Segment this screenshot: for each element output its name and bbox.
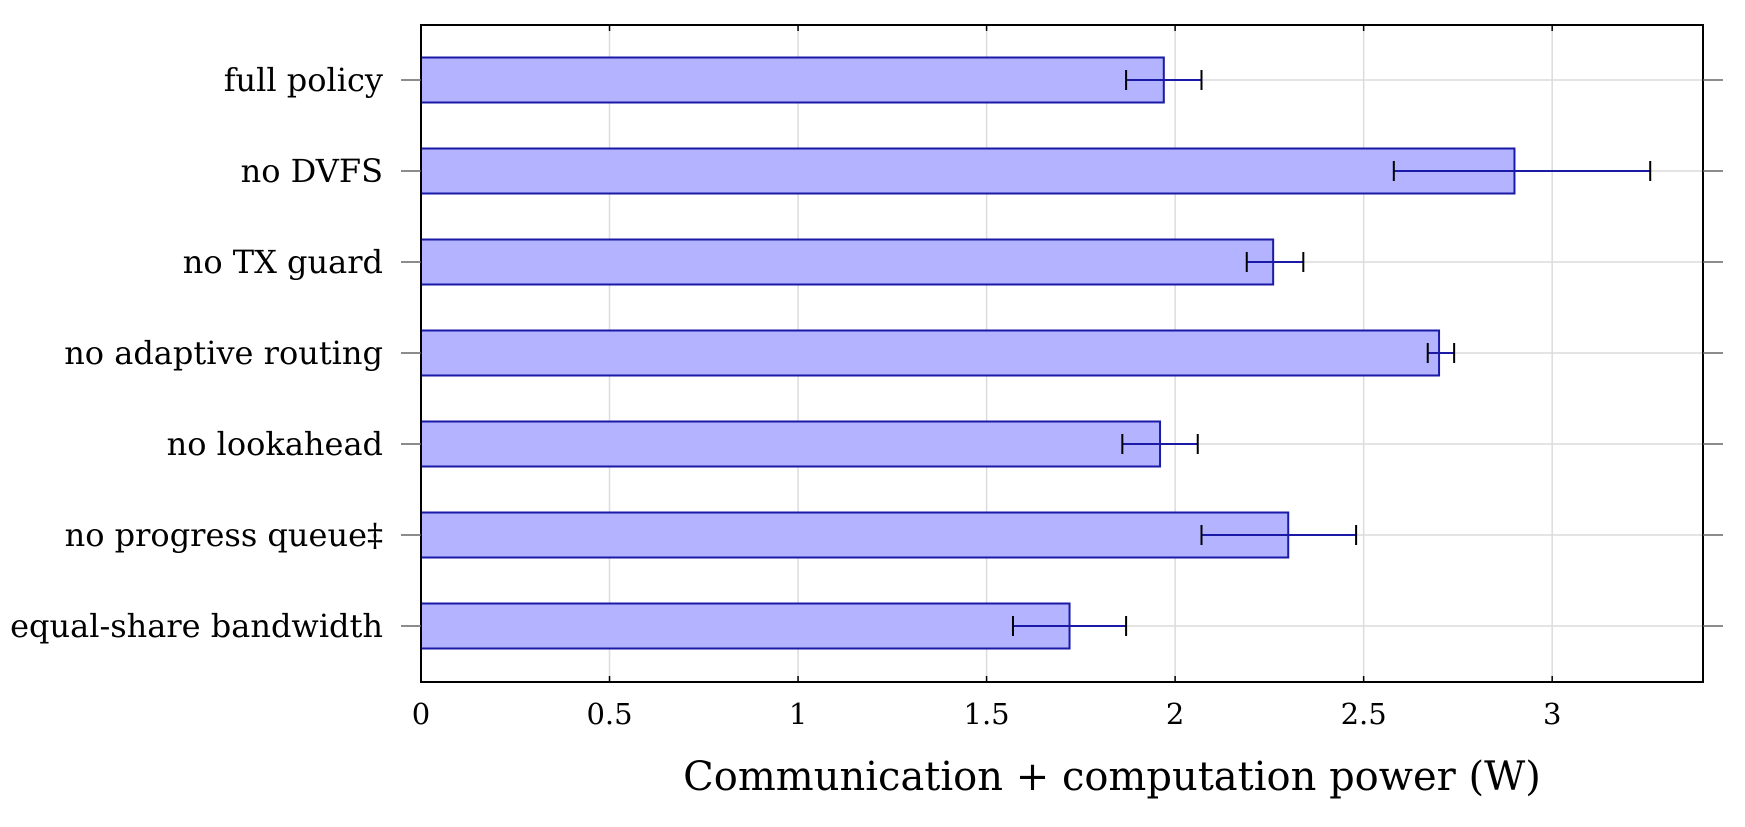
bar — [420, 329, 1441, 377]
x-tick-labels: 0 0.5 1 1.5 2 2.5 3 — [412, 697, 1562, 731]
category-labels: full policy no DVFS no TX guard no adaptive… — [10, 61, 383, 645]
x-tick-label: 1.5 — [964, 697, 1010, 731]
bar — [420, 56, 1165, 104]
x-tick-label: 2.5 — [1341, 697, 1387, 731]
category-label: no TX guard — [183, 243, 383, 281]
bar — [420, 602, 1071, 650]
x-tick-label: 3 — [1543, 697, 1561, 731]
category-label: no DVFS — [241, 152, 383, 190]
x-tick-label: 2 — [1166, 697, 1184, 731]
x-tick-label: 0.5 — [586, 697, 632, 731]
bar — [420, 147, 1516, 195]
category-label: no progress queue‡ — [65, 516, 383, 554]
bar — [420, 420, 1162, 468]
category-label: equal-share bandwidth — [10, 607, 383, 645]
bar — [420, 238, 1275, 286]
category-label: full policy — [224, 61, 383, 99]
category-label: no adaptive routing — [64, 334, 383, 372]
error-bar-group — [1011, 70, 1652, 636]
axis-ticks — [401, 25, 1723, 682]
x-tick-label: 0 — [412, 697, 430, 731]
x-tick-label: 1 — [789, 697, 807, 731]
category-label: no lookahead — [167, 425, 383, 463]
x-axis-title: Communication + computation power (W) — [683, 754, 1541, 800]
bar-group — [420, 56, 1516, 650]
bar — [420, 511, 1290, 559]
